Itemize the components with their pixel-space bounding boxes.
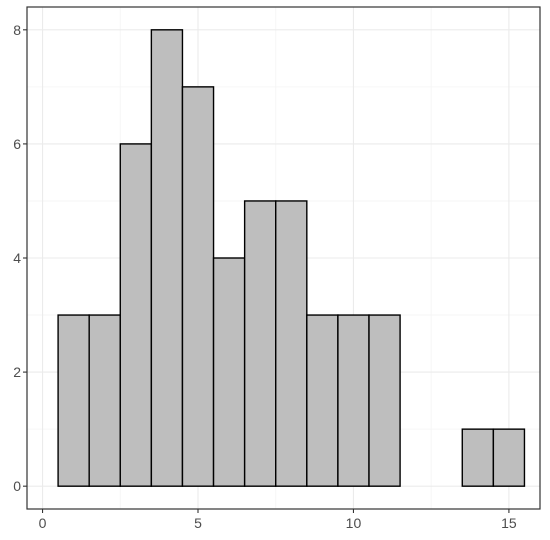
histogram-bar: [243, 200, 277, 487]
y-axis: 0 2 4 6 8: [13, 22, 27, 494]
histogram-bar: [368, 314, 401, 487]
y-tick-label: 0: [13, 478, 21, 494]
histogram-bar: [150, 29, 184, 487]
histogram-bar: [119, 143, 153, 487]
y-tick-label: 2: [13, 364, 21, 380]
x-tick-label: 10: [346, 515, 362, 531]
histogram-bar: [212, 257, 246, 487]
histogram-bar: [181, 86, 215, 487]
x-axis: 0 5 10 15: [39, 509, 517, 531]
x-tick-label: 15: [501, 515, 517, 531]
y-tick-label: 8: [13, 22, 21, 38]
y-tick-label: 6: [13, 136, 21, 152]
histogram-bar: [57, 314, 90, 487]
x-tick-label: 0: [39, 515, 47, 531]
histogram-bar: [275, 200, 308, 487]
histogram-bar: [88, 314, 121, 487]
histogram-bar: [461, 428, 495, 487]
histogram-bar: [337, 314, 370, 487]
histogram-bar: [306, 314, 339, 487]
x-tick-label: 5: [194, 515, 202, 531]
histogram-bars: [57, 29, 526, 487]
histogram-bar: [492, 428, 526, 487]
y-tick-label: 4: [13, 250, 21, 266]
